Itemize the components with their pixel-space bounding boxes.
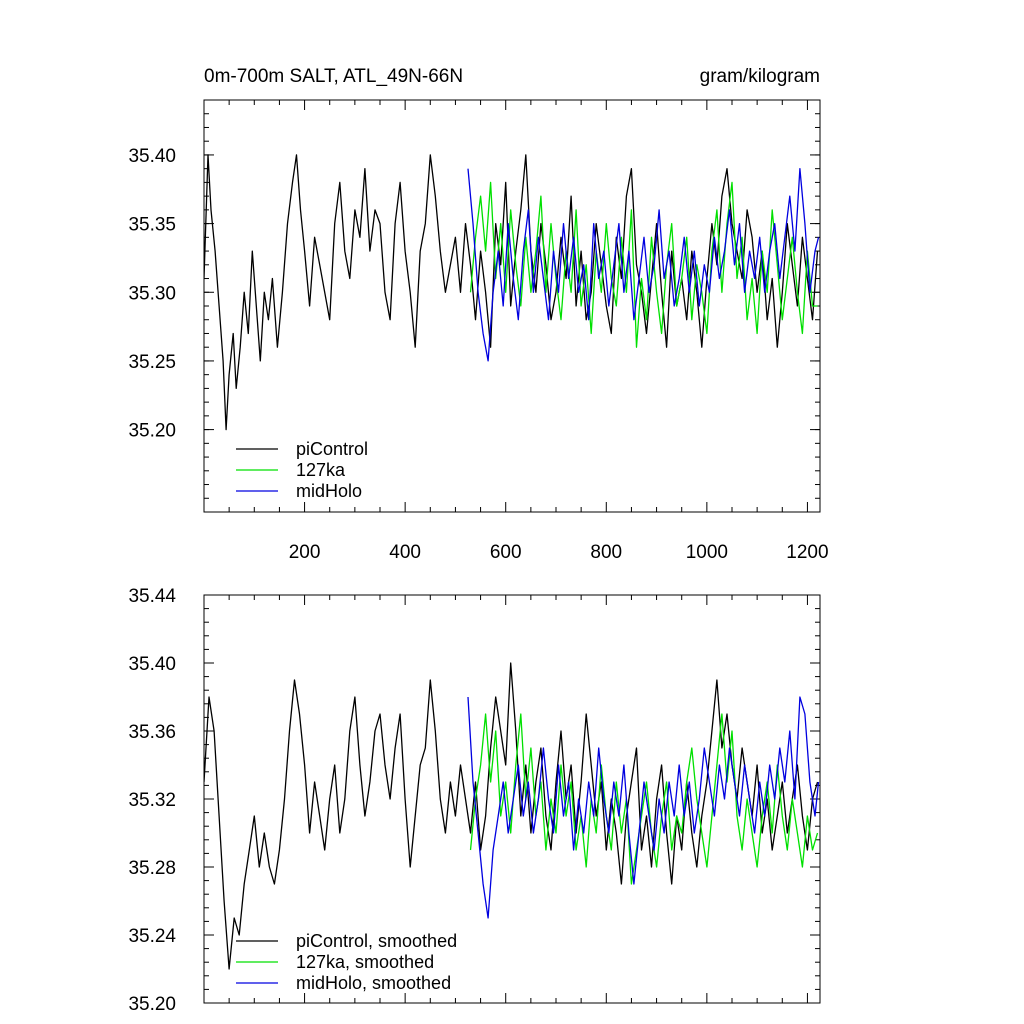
y-tick-label: 35.24: [128, 926, 176, 947]
chart-title-left: 0m-700m SALT, ATL_49N-66N: [204, 66, 463, 87]
x-tick-label: 800: [590, 542, 622, 563]
y-tick-label: 35.32: [128, 790, 176, 811]
y-tick-label: 35.35: [128, 215, 176, 236]
legend-label: midHolo, smoothed: [296, 973, 451, 993]
legend-label: 127ka: [296, 460, 346, 480]
series-line-127ka: [469, 181, 818, 348]
y-tick-label: 35.20: [128, 994, 176, 1015]
y-tick-label: 35.28: [128, 858, 176, 879]
y-tick-label: 35.40: [128, 654, 176, 675]
y-tick-label: 35.30: [128, 283, 176, 304]
series-line-midholo: [467, 168, 820, 362]
x-tick-label: 200: [289, 542, 321, 563]
top-panel: 200 400 600 800 1000 1200 35.20 35.25 35.30 35.35…: [128, 99, 829, 563]
bottom-panel: 35.20 35.24 35.28 35.32 35.36 35.40 35.44 piCon…: [128, 586, 821, 1015]
chart-title-right: gram/kilogram: [700, 66, 820, 87]
y-tick-label: 35.40: [128, 146, 176, 167]
y-tick-label: 35.44: [128, 586, 176, 607]
legend-label: piControl: [296, 439, 368, 459]
legend-label: midHolo: [296, 481, 362, 501]
y-tick-label: 35.25: [128, 352, 176, 373]
series-line-127ka-smoothed: [469, 713, 819, 885]
legend-label: 127ka, smoothed: [296, 952, 434, 972]
legend-label: piControl, smoothed: [296, 931, 457, 951]
y-tick-label: 35.20: [128, 421, 176, 442]
y-tick-label: 35.36: [128, 722, 176, 743]
x-tick-label: 400: [389, 542, 421, 563]
series-line-midholo-smoothed: [467, 696, 820, 919]
series-line-picontrol-smoothed: [204, 662, 819, 970]
x-tick-label: 600: [490, 542, 522, 563]
series-line-picontrol: [204, 154, 819, 431]
x-tick-label: 1000: [686, 542, 728, 563]
x-tick-label: 1200: [786, 542, 828, 563]
